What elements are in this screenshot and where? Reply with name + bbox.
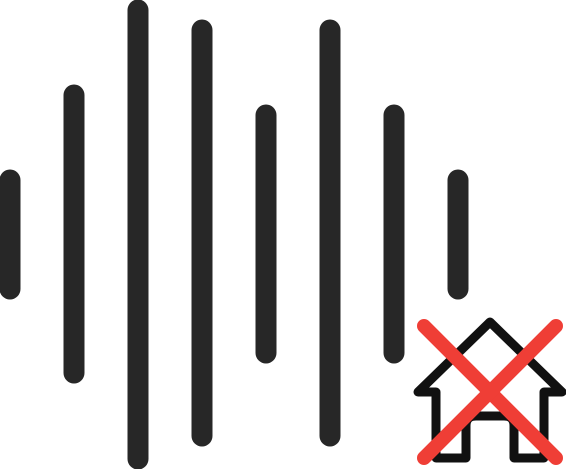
cross-icon [417,319,563,465]
cross-stroke-b [417,319,563,465]
waveform-icon [0,0,469,469]
house-icon [413,317,566,463]
house-outline [413,317,566,463]
